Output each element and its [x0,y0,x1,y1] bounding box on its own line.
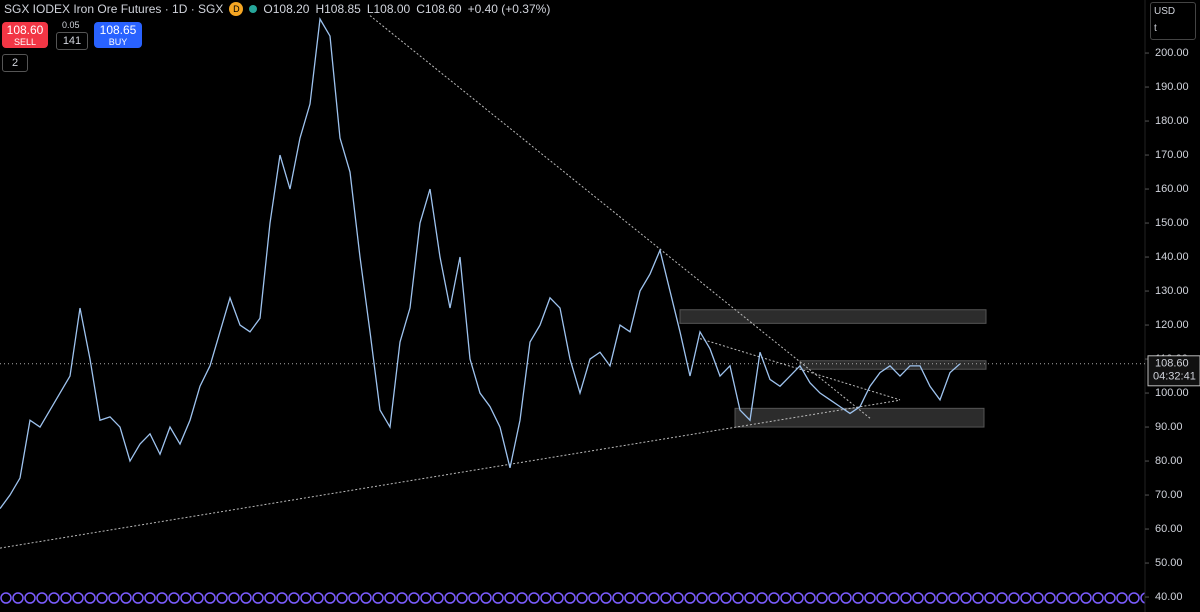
y-tick-label: 150.00 [1155,217,1189,229]
symbol: SGX IODEX Iron Ore Futures · 1D · SGX [4,2,224,16]
sell-label: SELL [13,37,37,47]
y-tick-label: 140.00 [1155,251,1189,263]
trendline [699,338,901,401]
y-tick-label: 160.00 [1155,183,1189,195]
high: H108.85 [315,2,361,16]
trendline [369,15,871,419]
last-price-box [1147,355,1200,387]
indicators-toggle[interactable]: 2 [2,54,28,72]
badge: D [229,2,244,16]
buy-price: 108.65 [99,23,137,37]
y-tick-label: 90.00 [1155,421,1183,433]
zone [734,407,985,428]
y-tick-label: 200.00 [1155,47,1189,59]
sell-button[interactable]: 108.60 SELL [2,22,48,48]
header: SGX IODEX Iron Ore Futures · 1D · SGX D … [4,2,550,16]
sell-price: 108.60 [6,23,44,37]
y-tick-label: 190.00 [1155,81,1189,93]
y-tick-label: 180.00 [1155,115,1189,127]
y-tick-label: 40.00 [1155,591,1183,603]
countdown: 04:32:41 [1153,371,1196,383]
y-tick-label: 100.00 [1155,387,1189,399]
y-tick-label: 120.00 [1155,319,1189,331]
y-tick-label: 80.00 [1155,455,1183,467]
status-dot [249,5,258,13]
zone [679,309,987,324]
toggle-count: 2 [11,57,19,69]
buy-button[interactable]: 108.65 BUY [94,22,142,48]
low: L108.00 [366,2,411,16]
y-tick-label: 60.00 [1155,523,1183,535]
currency-box[interactable]: USD t [1150,2,1196,40]
buy-label: BUY [108,37,128,47]
currency: USD [1154,6,1176,17]
indicator-strip [0,592,1145,604]
quantity[interactable]: 141 [56,32,88,50]
trendline [0,399,901,549]
y-tick-label: 130.00 [1155,285,1189,297]
y-tick-label: 170.00 [1155,149,1189,161]
last-price-label: 108.60 [1155,358,1189,370]
unit: t [1154,23,1157,34]
open: O108.20 [263,2,310,16]
spread: 0.05 [62,20,80,30]
y-tick-label: 50.00 [1155,557,1183,569]
price-line [0,17,961,510]
close: C108.60 [416,2,462,16]
y-tick-label: 70.00 [1155,489,1183,501]
change: +0.40 (+0.37%) [467,2,551,16]
